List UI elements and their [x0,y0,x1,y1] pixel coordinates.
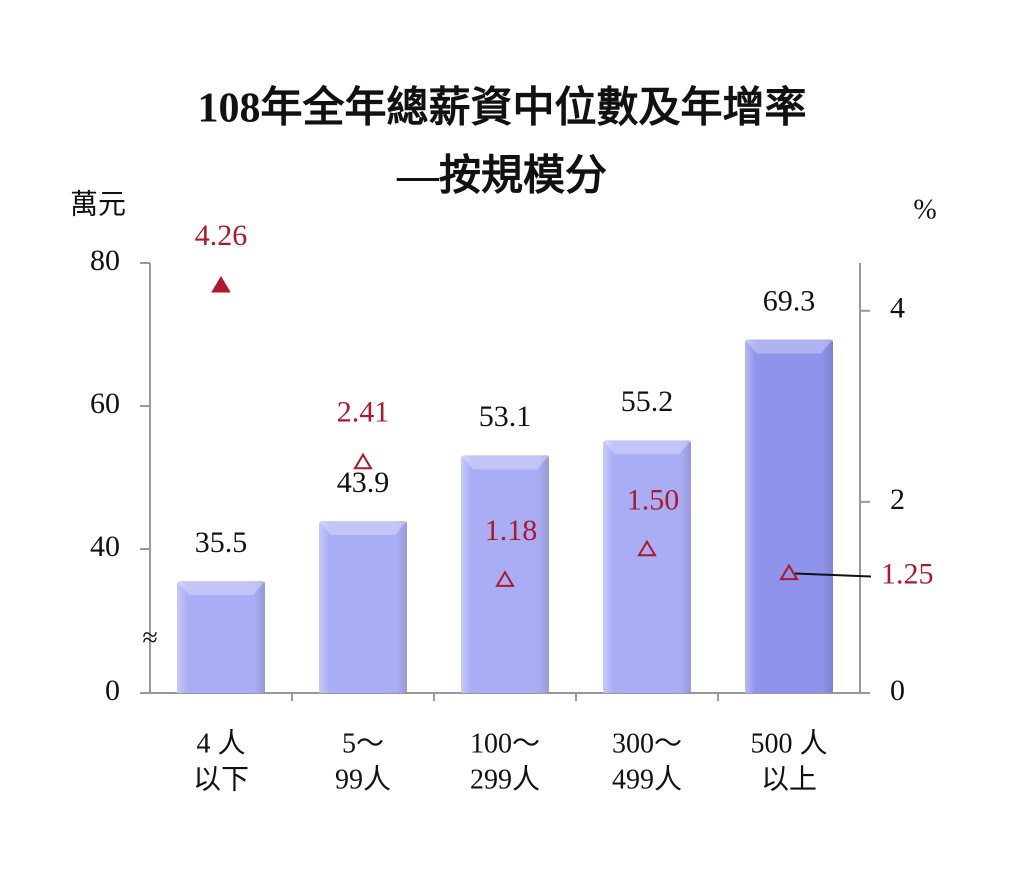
y2-axis-label: % [913,194,936,225]
y-tick-label: 40 [90,530,120,563]
chart-title: 108年全年總薪資中位數及年增率 [197,84,806,132]
bar-value-label: 53.1 [479,400,532,433]
y-tick-label: 80 [90,244,120,277]
x-tick-label: 100～ [470,728,540,759]
growth-value-label: 1.18 [485,514,538,547]
x-tick-label: 以下 [193,764,249,795]
growth-marker [779,563,799,581]
growth-marker [353,452,373,470]
y-tick-label: 60 [90,387,120,420]
x-tick-label: 299人 [470,764,540,795]
bar-value-label: 35.5 [195,526,248,559]
bar-value-label: 43.9 [337,466,390,499]
leader-line [794,572,872,578]
growth-marker [211,275,231,293]
bar-bevel [603,440,691,455]
growth-value-label: 2.41 [337,396,390,429]
bar-shade [603,440,691,693]
bar-value-label: 69.3 [763,284,816,317]
y2-tick-label: 2 [890,483,905,516]
axis-break: ≈ [142,622,157,653]
x-tick-label: 4 人 [196,728,245,759]
growth-value-label: 4.26 [195,219,248,252]
bar-shade [177,581,265,693]
y2-tick-label: 4 [890,292,905,325]
growth-value-label: 1.25 [881,557,934,590]
bar-bevel [319,521,407,536]
growth-value-label: 1.50 [627,484,680,517]
x-tick-label: 499人 [612,764,682,795]
y-tick-label: 0 [105,674,120,707]
growth-marker [637,539,657,557]
x-tick-label: 5～ [342,728,384,759]
chart-subtitle: —按規模分 [396,153,607,200]
y-axis-label: 萬元 [70,188,126,220]
bar-shade [745,339,833,693]
y2-tick-label: 0 [890,674,905,707]
x-tick-label: 99人 [335,764,391,795]
x-tick-label: 500 人 [750,728,827,759]
x-tick-label: 以上 [761,764,817,795]
x-tick-label: 300～ [612,728,682,759]
bar-bevel [177,581,265,596]
bar-bevel [745,339,833,354]
bar-value-label: 55.2 [621,385,674,418]
bar-bevel [461,455,549,470]
growth-marker [495,570,515,587]
bar-shade [319,521,407,693]
